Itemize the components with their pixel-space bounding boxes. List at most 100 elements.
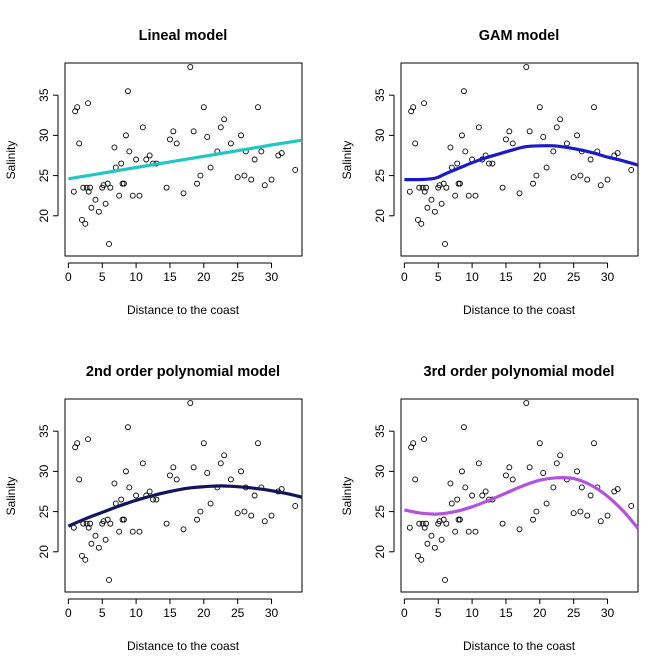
x-tick-label: 10 xyxy=(465,270,479,284)
data-point xyxy=(452,192,459,199)
data-point xyxy=(227,140,234,147)
data-point xyxy=(543,164,550,171)
data-point xyxy=(550,148,557,155)
data-point xyxy=(261,518,268,525)
data-point xyxy=(74,440,81,447)
chart-title: 3rd order polynomial model xyxy=(424,364,615,380)
y-axis-label: Salinity xyxy=(4,477,18,516)
data-point xyxy=(122,132,129,139)
x-tick-label: 25 xyxy=(567,606,581,620)
y-tick-label: 35 xyxy=(37,424,51,438)
data-point xyxy=(146,488,153,495)
data-point xyxy=(438,200,445,207)
x-axis-label: Distance to the coast xyxy=(127,639,240,653)
data-point xyxy=(238,468,245,475)
data-point xyxy=(258,148,265,155)
data-point xyxy=(543,500,550,507)
data-point xyxy=(479,492,486,499)
data-point xyxy=(454,160,461,167)
y-tick-label: 35 xyxy=(373,424,387,438)
x-tick-label: 0 xyxy=(401,606,408,620)
data-point xyxy=(570,174,577,181)
data-point xyxy=(499,520,506,527)
data-point xyxy=(248,512,255,519)
data-point xyxy=(170,128,177,135)
data-point xyxy=(443,184,450,191)
y-tick-label: 20 xyxy=(37,545,51,559)
data-point xyxy=(416,520,423,527)
y-tick-label: 30 xyxy=(37,128,51,142)
data-point xyxy=(261,182,268,189)
data-point xyxy=(87,520,94,527)
data-point xyxy=(116,192,123,199)
data-point xyxy=(540,470,547,476)
x-tick-label: 15 xyxy=(163,606,177,620)
data-point xyxy=(465,528,472,535)
data-point xyxy=(78,552,85,559)
panel-gam: GAM model Distance to the coast Salinity… xyxy=(340,28,639,317)
y-tick-label: 25 xyxy=(373,505,387,519)
x-tick-label: 0 xyxy=(401,270,408,284)
y-axis-label: Salinity xyxy=(340,477,354,516)
x-tick-label: 5 xyxy=(435,270,442,284)
data-point xyxy=(167,136,173,143)
data-point xyxy=(163,184,170,191)
data-point xyxy=(143,156,150,163)
y-tick-label: 20 xyxy=(37,209,51,223)
data-point xyxy=(153,496,160,503)
data-point xyxy=(574,132,581,139)
data-point xyxy=(122,468,129,475)
data-point xyxy=(406,524,413,531)
data-point xyxy=(421,188,428,195)
data-point xyxy=(129,192,136,199)
data-point xyxy=(406,188,413,195)
data-point xyxy=(118,160,125,167)
data-point xyxy=(76,476,83,483)
data-point xyxy=(102,200,109,207)
data-point xyxy=(442,576,448,583)
data-point xyxy=(85,436,91,443)
data-point xyxy=(221,116,228,123)
data-point xyxy=(87,184,94,191)
data-point xyxy=(584,176,591,183)
data-point xyxy=(125,424,131,431)
data-point xyxy=(111,144,118,151)
y-tick-label: 25 xyxy=(37,505,51,519)
data-point xyxy=(125,88,131,95)
data-point xyxy=(421,100,427,107)
data-point xyxy=(238,132,245,139)
data-point xyxy=(410,440,417,447)
data-point xyxy=(472,192,479,199)
x-tick-label: 25 xyxy=(231,270,245,284)
data-point xyxy=(82,220,89,227)
data-point xyxy=(170,464,177,471)
data-point xyxy=(628,503,635,509)
data-point xyxy=(241,172,248,179)
plot-frame xyxy=(400,62,639,257)
data-point xyxy=(458,132,465,139)
data-point xyxy=(120,516,127,523)
data-point xyxy=(418,220,425,227)
data-point xyxy=(523,64,530,70)
data-point xyxy=(440,516,447,523)
y-tick-label: 30 xyxy=(373,464,387,478)
data-point xyxy=(421,524,428,531)
data-point xyxy=(268,176,275,183)
data-point xyxy=(597,182,604,189)
data-point xyxy=(584,512,591,519)
data-point xyxy=(136,192,143,199)
data-point xyxy=(116,528,123,535)
x-tick-label: 10 xyxy=(129,606,143,620)
data-point xyxy=(431,208,438,215)
data-point xyxy=(475,124,482,131)
data-point xyxy=(509,140,516,147)
data-point xyxy=(533,172,540,179)
data-point xyxy=(106,240,112,247)
data-point xyxy=(614,486,621,493)
data-point xyxy=(80,184,87,191)
data-point xyxy=(102,536,109,543)
data-point xyxy=(557,452,564,459)
data-point xyxy=(526,128,533,135)
data-point xyxy=(268,512,275,519)
